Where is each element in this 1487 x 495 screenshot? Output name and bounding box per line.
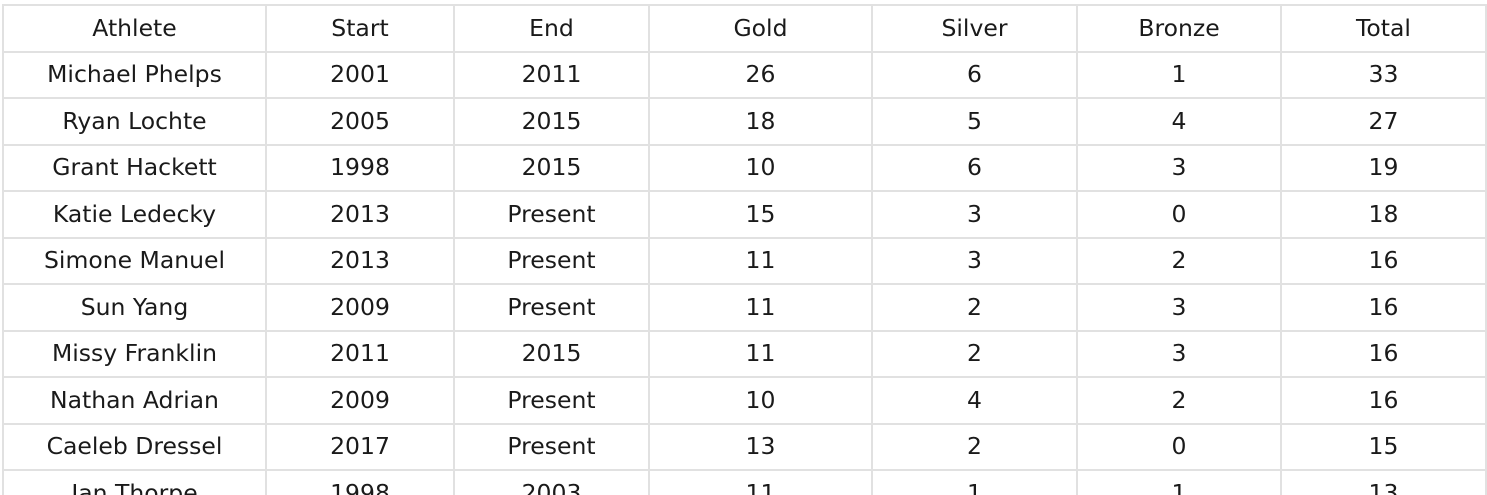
cell-start[interactable]: 1998 [265, 143, 455, 192]
header-cell-silver[interactable]: Silver [871, 4, 1078, 53]
cell-bronze[interactable]: 0 [1076, 422, 1282, 471]
cell-athlete[interactable]: Caeleb Dressel [2, 422, 267, 471]
table-row: Nathan Adrian 2009 Present 10 4 2 16 [2, 376, 1487, 425]
table-row: Caeleb Dressel 2017 Present 13 2 0 15 [2, 422, 1487, 471]
cell-end[interactable]: 2011 [453, 50, 650, 99]
cell-bronze[interactable]: 4 [1076, 97, 1282, 146]
cell-start[interactable]: 2001 [265, 50, 455, 99]
cell-bronze[interactable]: 3 [1076, 329, 1282, 378]
cell-silver[interactable]: 2 [871, 283, 1078, 332]
cell-gold[interactable]: 15 [648, 190, 873, 239]
cell-total[interactable]: 19 [1280, 143, 1487, 192]
cell-end[interactable]: 2015 [453, 143, 650, 192]
cell-total[interactable]: 27 [1280, 97, 1487, 146]
cell-bronze[interactable]: 3 [1076, 283, 1282, 332]
table-row: Katie Ledecky 2013 Present 15 3 0 18 [2, 190, 1487, 239]
cell-end[interactable]: 2015 [453, 97, 650, 146]
cell-total[interactable]: 16 [1280, 329, 1487, 378]
header-row: Athlete Start End Gold Silver Bronze Total [2, 4, 1487, 53]
cell-gold[interactable]: 11 [648, 283, 873, 332]
cell-bronze[interactable]: 1 [1076, 469, 1282, 495]
cell-end[interactable]: Present [453, 283, 650, 332]
cell-start[interactable]: 2005 [265, 97, 455, 146]
cell-start[interactable]: 2013 [265, 236, 455, 285]
cell-athlete[interactable]: Grant Hackett [2, 143, 267, 192]
cell-bronze[interactable]: 0 [1076, 190, 1282, 239]
table-row: Sun Yang 2009 Present 11 2 3 16 [2, 283, 1487, 332]
cell-athlete[interactable]: Ryan Lochte [2, 97, 267, 146]
header-cell-total[interactable]: Total [1280, 4, 1487, 53]
cell-athlete[interactable]: Simone Manuel [2, 236, 267, 285]
table-row: Ian Thorpe 1998 2003 11 1 1 13 [2, 469, 1487, 495]
cell-silver[interactable]: 4 [871, 376, 1078, 425]
medal-table: Athlete Start End Gold Silver Bronze Total Mich… [2, 4, 1487, 495]
cell-gold[interactable]: 11 [648, 236, 873, 285]
cell-bronze[interactable]: 2 [1076, 376, 1282, 425]
cell-bronze[interactable]: 3 [1076, 143, 1282, 192]
cell-silver[interactable]: 5 [871, 97, 1078, 146]
cell-gold[interactable]: 18 [648, 97, 873, 146]
cell-athlete[interactable]: Michael Phelps [2, 50, 267, 99]
cell-gold[interactable]: 11 [648, 329, 873, 378]
cell-athlete[interactable]: Nathan Adrian [2, 376, 267, 425]
header-cell-end[interactable]: End [453, 4, 650, 53]
cell-start[interactable]: 2013 [265, 190, 455, 239]
cell-silver[interactable]: 3 [871, 236, 1078, 285]
cell-athlete[interactable]: Sun Yang [2, 283, 267, 332]
table-row: Simone Manuel 2013 Present 11 3 2 16 [2, 236, 1487, 285]
cell-total[interactable]: 15 [1280, 422, 1487, 471]
cell-bronze[interactable]: 2 [1076, 236, 1282, 285]
cell-start[interactable]: 2011 [265, 329, 455, 378]
cell-start[interactable]: 1998 [265, 469, 455, 495]
cell-start[interactable]: 2017 [265, 422, 455, 471]
cell-end[interactable]: 2015 [453, 329, 650, 378]
cell-end[interactable]: Present [453, 236, 650, 285]
cell-end[interactable]: Present [453, 376, 650, 425]
cell-end[interactable]: 2003 [453, 469, 650, 495]
cell-silver[interactable]: 2 [871, 422, 1078, 471]
cell-athlete[interactable]: Katie Ledecky [2, 190, 267, 239]
cell-gold[interactable]: 13 [648, 422, 873, 471]
cell-gold[interactable]: 10 [648, 143, 873, 192]
cell-gold[interactable]: 26 [648, 50, 873, 99]
cell-silver[interactable]: 1 [871, 469, 1078, 495]
table-row: Ryan Lochte 2005 2015 18 5 4 27 [2, 97, 1487, 146]
cell-total[interactable]: 18 [1280, 190, 1487, 239]
cell-silver[interactable]: 2 [871, 329, 1078, 378]
cell-end[interactable]: Present [453, 422, 650, 471]
table-row: Michael Phelps 2001 2011 26 6 1 33 [2, 50, 1487, 99]
cell-total[interactable]: 16 [1280, 283, 1487, 332]
cell-start[interactable]: 2009 [265, 376, 455, 425]
cell-start[interactable]: 2009 [265, 283, 455, 332]
cell-total[interactable]: 16 [1280, 236, 1487, 285]
header-cell-start[interactable]: Start [265, 4, 455, 53]
cell-total[interactable]: 16 [1280, 376, 1487, 425]
cell-silver[interactable]: 3 [871, 190, 1078, 239]
cell-silver[interactable]: 6 [871, 143, 1078, 192]
cell-bronze[interactable]: 1 [1076, 50, 1282, 99]
table-row: Missy Franklin 2011 2015 11 2 3 16 [2, 329, 1487, 378]
cell-gold[interactable]: 11 [648, 469, 873, 495]
cell-athlete[interactable]: Ian Thorpe [2, 469, 267, 495]
header-cell-bronze[interactable]: Bronze [1076, 4, 1282, 53]
header-cell-gold[interactable]: Gold [648, 4, 873, 53]
cell-athlete[interactable]: Missy Franklin [2, 329, 267, 378]
cell-silver[interactable]: 6 [871, 50, 1078, 99]
table-row: Grant Hackett 1998 2015 10 6 3 19 [2, 143, 1487, 192]
header-cell-athlete[interactable]: Athlete [2, 4, 267, 53]
cell-gold[interactable]: 10 [648, 376, 873, 425]
cell-total[interactable]: 13 [1280, 469, 1487, 495]
cell-total[interactable]: 33 [1280, 50, 1487, 99]
cell-end[interactable]: Present [453, 190, 650, 239]
